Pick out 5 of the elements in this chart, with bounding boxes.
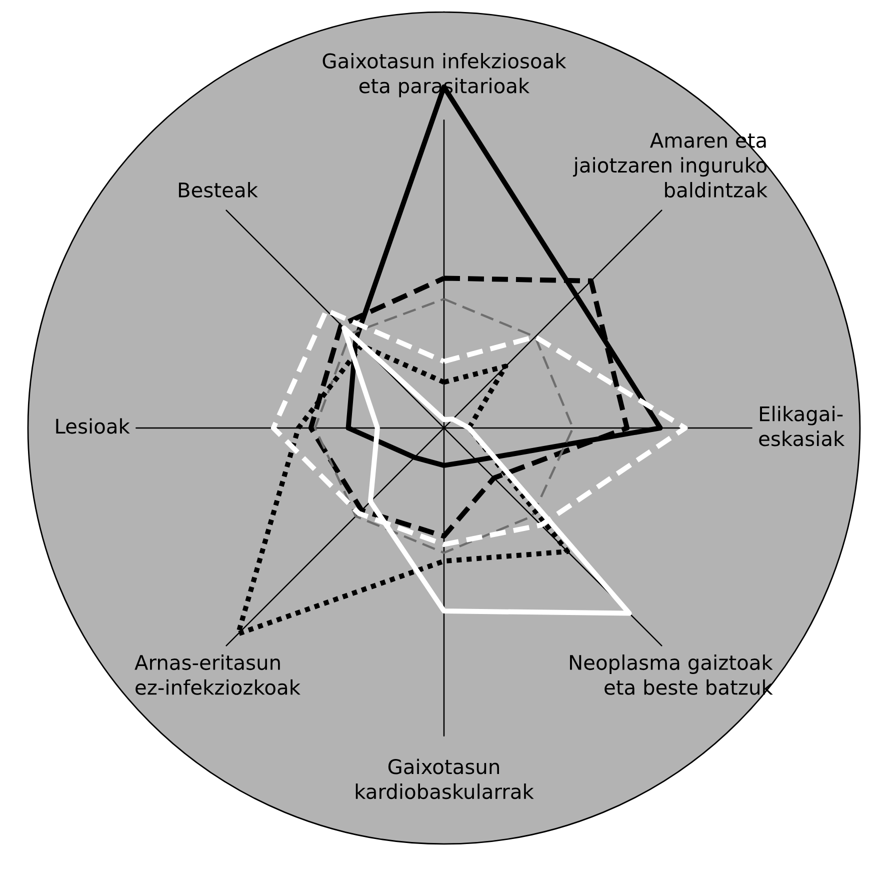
spoke-label: Lesioak (56, 418, 130, 434)
spoke-label: Arnas-eritasun ez-infekziozkoak (134, 654, 300, 695)
spoke-label: Elikagai- eskasiak (759, 406, 845, 446)
spoke-label: Gaixotasun kardiobaskularrak (356, 758, 534, 800)
spoke-label: Besteak (178, 182, 258, 198)
